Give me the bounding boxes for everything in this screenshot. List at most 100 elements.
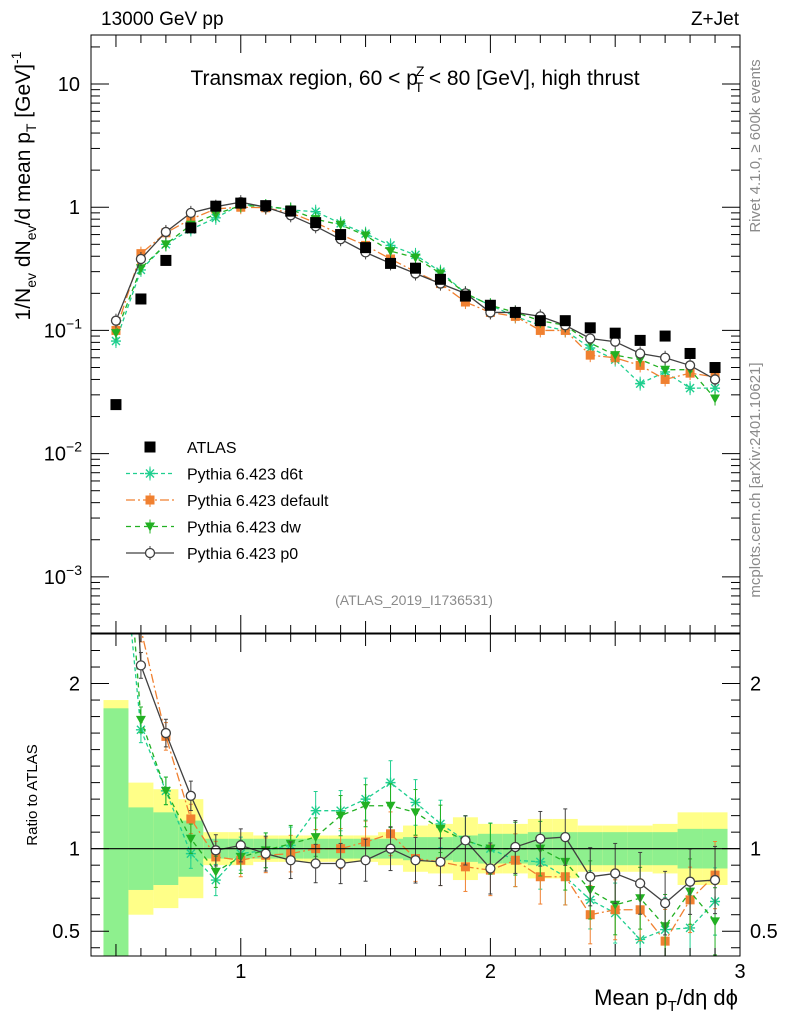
x-axis-label: Mean pT/dη dϕ: [594, 985, 738, 1015]
atlas-data-point: [534, 315, 546, 327]
ratio-point-pythia-6-423-default: [535, 872, 545, 882]
atlas-data-point: [584, 322, 596, 334]
ratio-point-pythia-6-423-p0: [684, 876, 696, 887]
ratio-point-pythia-6-423-p0: [111, 217, 120, 226]
ratio-point-pythia-6-423-dw: [385, 801, 396, 811]
atlas-data-point: [285, 205, 297, 217]
atlas-data-point: [609, 327, 621, 339]
series-point-pythia-6-423-p0: [160, 226, 172, 238]
ratio-point-pythia-6-423-dw: [210, 867, 221, 877]
ratio-point-pythia-6-423-dw: [310, 833, 321, 843]
series-point-pythia-6-423-p0: [709, 374, 721, 385]
legend-marker-pythia-6-423-default: [145, 495, 155, 505]
series-point-pythia-6-423-dw: [385, 247, 396, 257]
main-axes: 10−3 10−2 10−1 1 10: [44, 34, 741, 634]
ratio-point-pythia-6-423-p0: [435, 856, 446, 868]
ratio-point-pythia-6-423-p0: [185, 790, 196, 801]
ratio-band-inner: [103, 708, 129, 956]
y-tick-label: 10−1: [44, 315, 82, 342]
ratio-tick-label-right: 2: [750, 674, 761, 696]
ratio-point-pythia-6-423-d6t: [111, 467, 121, 477]
energy-label: 13000 GeV pp: [101, 9, 224, 30]
atlas-data-point: [335, 229, 347, 241]
ratio-tick-label-right: 0.5: [750, 921, 778, 943]
main-series-layer: [110, 195, 721, 406]
legend-label-pythia-6-423-default: Pythia 6.423 default: [187, 493, 329, 510]
ratio-point-pythia-6-423-p0: [585, 871, 596, 882]
ratio-point-pythia-6-423-p0: [410, 855, 421, 866]
ratio-point-pythia-6-423-d6t: [310, 805, 321, 816]
ratio-point-pythia-6-423-default: [111, 349, 120, 358]
ratio-point-pythia-6-423-dw: [360, 801, 371, 811]
series-line-pythia-6-423-p0: [115, 201, 716, 381]
series-line-pythia-6-423-dw: [115, 204, 716, 399]
ratio-point-pythia-6-423-p0: [460, 835, 471, 846]
y-tick-label: 1: [69, 197, 80, 219]
rivet-label: Rivet 4.1.0, ≥ 600k events: [747, 59, 764, 232]
ratio-point-pythia-6-423-default: [186, 814, 196, 824]
ratio-tick-label-left: 0.5: [52, 921, 80, 943]
y-tick-label: 10−2: [44, 439, 82, 466]
series-point-pythia-6-423-d6t: [635, 378, 646, 389]
ratio-point-pythia-6-423-p0: [510, 841, 521, 853]
y-tick-label: 10: [58, 74, 80, 96]
legend-label-pythia-6-423-dw: Pythia 6.423 dw: [187, 520, 301, 537]
ratio-point-pythia-6-423-p0: [360, 855, 371, 866]
atlas-data-point: [385, 257, 397, 269]
series-point-pythia-6-423-d6t: [310, 206, 321, 217]
ratio-point-pythia-6-423-dw: [435, 824, 446, 834]
ratio-point-pythia-6-423-p0: [659, 898, 671, 909]
legend: ATLAS Pythia 6.423 d6t Pythia 6.423 defaul…: [126, 440, 329, 563]
atlas-data-point: [509, 306, 521, 318]
mcplots-label: mcplots.cern.ch [arXiv:2401.10621]: [747, 362, 764, 597]
ratio-tick-label-left: 1: [69, 839, 80, 861]
ratio-tick-label-left: 2: [69, 674, 80, 696]
series-point-pythia-6-423-dw: [160, 240, 171, 250]
series-point-pythia-6-423-default: [585, 350, 595, 360]
ratio-point-pythia-6-423-p0: [610, 868, 621, 879]
main-frame: [90, 34, 741, 634]
ratio-point-pythia-6-423-p0: [260, 848, 271, 859]
legend-marker-pythia-6-423-dw: [145, 522, 155, 532]
ratio-point-pythia-6-423-dw: [111, 382, 121, 391]
series-point-pythia-6-423-d6t: [685, 383, 696, 394]
analysis-label: (ATLAS_2019_I1736531): [335, 592, 493, 608]
ratio-point-pythia-6-423-dw: [335, 811, 346, 821]
atlas-data-point: [410, 262, 421, 274]
atlas-data-point: [260, 200, 272, 212]
x-tick-label: 1: [235, 961, 246, 983]
series-point-pythia-6-423-dw: [360, 231, 371, 241]
ratio-point-pythia-6-423-dw: [610, 900, 621, 910]
ratio-point-pythia-6-423-p0: [210, 845, 221, 856]
ratio-point-pythia-6-423-dw: [160, 786, 171, 796]
atlas-data-point: [634, 334, 646, 346]
legend-marker-pythia-6-423-d6t: [145, 468, 155, 479]
atlas-data-point: [659, 330, 671, 342]
series-point-pythia-6-423-p0: [185, 207, 196, 219]
ratio-point-pythia-6-423-p0: [285, 855, 296, 866]
series-point-pythia-6-423-p0: [684, 360, 696, 371]
atlas-data-point: [360, 242, 372, 254]
atlas-data-point: [235, 197, 247, 209]
atlas-data-point: [185, 222, 197, 234]
series-line-pythia-6-423-default: [115, 206, 716, 381]
ratio-point-pythia-6-423-p0: [310, 858, 321, 869]
series-point-pythia-6-423-dw: [660, 365, 671, 375]
series-point-pythia-6-423-p0: [585, 333, 596, 344]
series-point-pythia-6-423-p0: [635, 348, 646, 359]
ratio-series-layer: [111, 217, 721, 956]
series-point-pythia-6-423-dw: [610, 351, 621, 361]
series-point-pythia-6-423-d6t: [110, 336, 121, 347]
legend-marker-atlas: [144, 441, 156, 453]
atlas-data-point: [559, 315, 571, 327]
atlas-data-layer: [110, 197, 721, 411]
ratio-point-pythia-6-423-p0: [160, 727, 172, 739]
atlas-data-point: [110, 399, 122, 411]
ratio-point-pythia-6-423-p0: [535, 833, 546, 844]
series-point-pythia-6-423-default: [460, 297, 470, 307]
y-axis-label: 1/Nev dNev/d mean pT [GeV]-1: [8, 51, 39, 320]
atlas-data-point: [484, 299, 496, 311]
atlas-data-point: [310, 217, 322, 229]
ratio-point-pythia-6-423-p0: [635, 878, 646, 889]
